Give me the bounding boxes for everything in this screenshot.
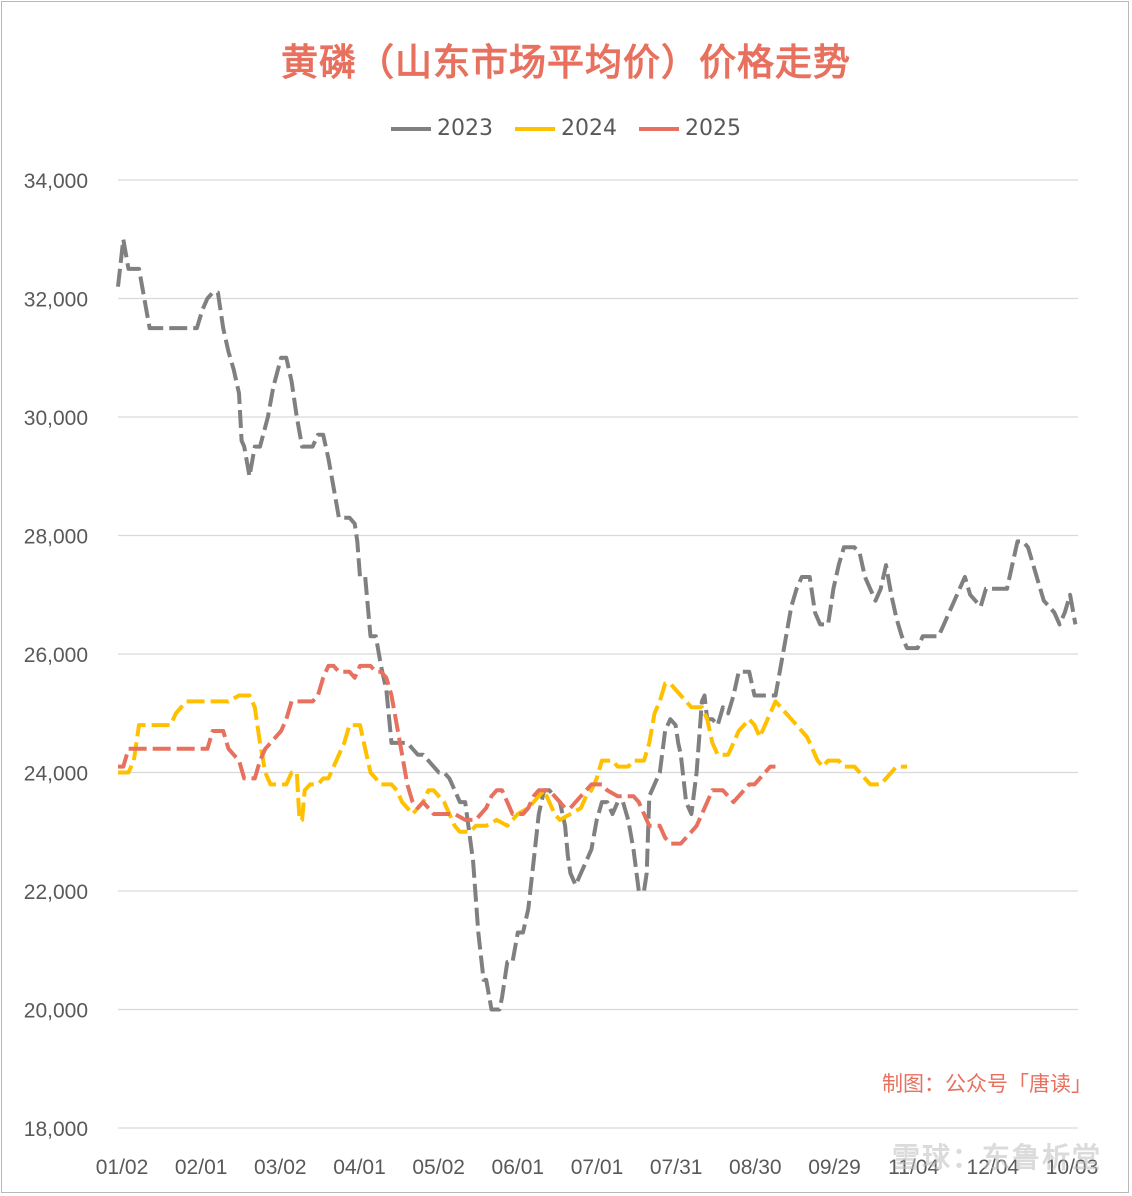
legend-item-2023: 2023 — [391, 116, 493, 141]
legend-label-2024: 2024 — [561, 116, 617, 141]
y-tick-label: 26,000 — [24, 644, 88, 667]
legend-swatch-2024 — [515, 126, 555, 131]
legend-label-2025: 2025 — [685, 116, 741, 141]
watermark: 雪球：东鲁析堂 — [891, 1141, 1102, 1174]
y-tick-label: 20,000 — [24, 1000, 88, 1023]
x-tick-label: 08/30 — [729, 1156, 782, 1179]
x-tick-label: 11/04 — [888, 1156, 939, 1179]
legend-item-2025: 2025 — [639, 116, 741, 141]
legend-swatch-2023 — [391, 126, 431, 131]
x-tick-label: 06/01 — [492, 1156, 545, 1179]
x-tick-label: 04/01 — [333, 1156, 386, 1179]
legend-item-2024: 2024 — [515, 116, 617, 141]
x-tick-label: 09/29 — [808, 1156, 861, 1179]
chart-legend: 2023 2024 2025 — [0, 116, 1132, 141]
x-tick-label: 07/01 — [571, 1156, 624, 1179]
x-tick-label: 01/02 — [96, 1156, 149, 1179]
x-tick-label: 10/03 — [1046, 1156, 1099, 1179]
x-tick-label: 03/02 — [254, 1156, 307, 1179]
y-tick-label: 30,000 — [24, 407, 88, 430]
y-tick-label: 22,000 — [24, 881, 88, 904]
y-tick-label: 34,000 — [24, 170, 88, 193]
x-tick-label: 05/02 — [412, 1156, 465, 1179]
y-tick-label: 28,000 — [24, 526, 88, 549]
x-tick-label: 12/04 — [967, 1156, 1020, 1179]
y-tick-label: 32,000 — [24, 289, 88, 312]
x-tick-label: 07/31 — [650, 1156, 703, 1179]
series-line-2025 — [118, 663, 776, 846]
x-tick-label: 02/01 — [175, 1156, 228, 1179]
series-line-2023 — [116, 237, 1078, 1012]
chart-credit: 制图：公众号「唐读」 — [882, 1072, 1092, 1096]
legend-label-2023: 2023 — [437, 116, 493, 141]
series-line-2024 — [118, 681, 907, 834]
y-tick-label: 18,000 — [24, 1118, 88, 1141]
legend-swatch-2025 — [639, 126, 679, 131]
chart-title: 黄磷（山东市场平均价）价格走势 — [281, 41, 851, 84]
y-tick-label: 24,000 — [24, 763, 88, 786]
